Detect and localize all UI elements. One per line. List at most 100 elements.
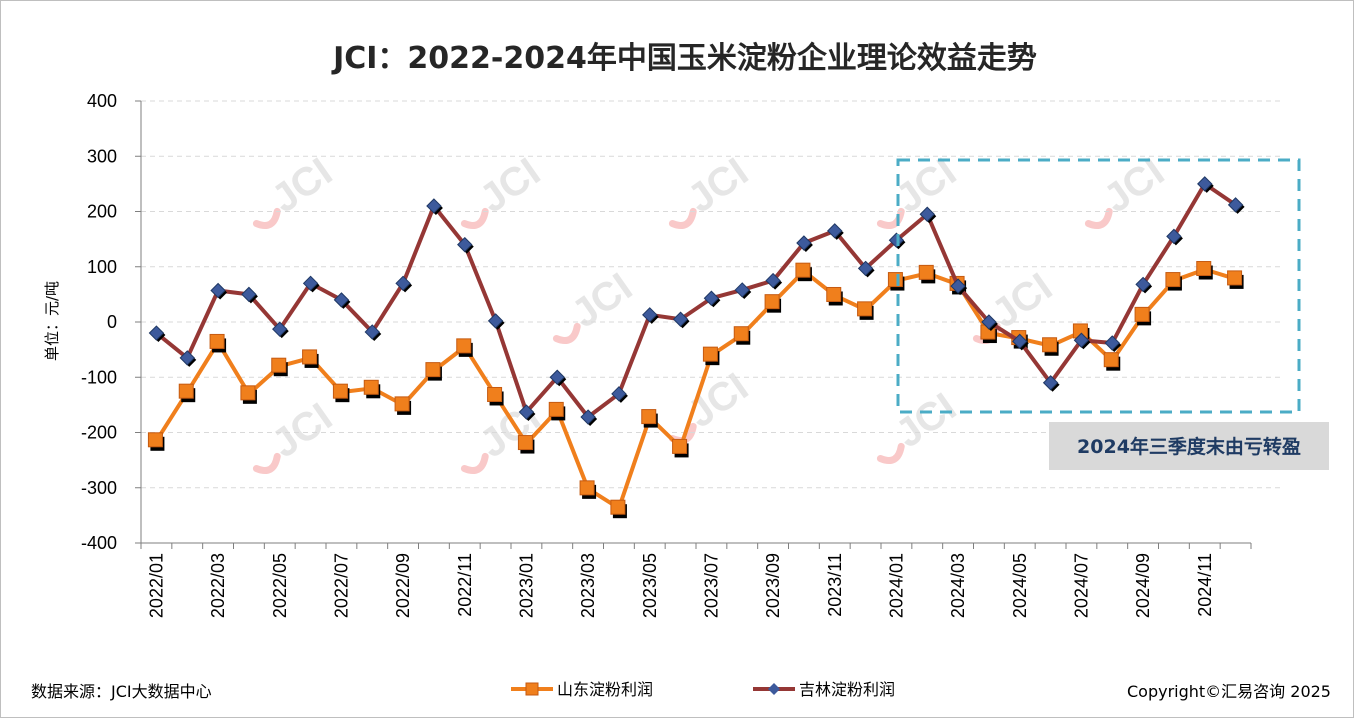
data-point-shandong xyxy=(1165,272,1181,288)
data-point-shandong xyxy=(887,272,903,288)
watermark-10: JCI xyxy=(876,385,964,465)
x-tick-label: 2024/09 xyxy=(1133,553,1153,618)
data-point-jilin xyxy=(672,311,689,327)
data-point-jilin xyxy=(580,409,596,425)
data-point-jilin xyxy=(950,278,966,294)
x-tick-label: 2023/05 xyxy=(640,553,660,618)
data-point-shandong xyxy=(733,326,749,342)
legend-marker-1 xyxy=(768,683,780,695)
y-tick-label: -300 xyxy=(81,478,117,498)
data-point-jilin xyxy=(857,260,874,277)
x-tick-label: 2024/07 xyxy=(1071,553,1091,618)
data-point-shandong xyxy=(826,286,842,302)
x-tick-label: 2023/07 xyxy=(701,553,721,618)
data-point-jilin xyxy=(148,325,165,341)
data-point-jilin xyxy=(642,307,658,323)
x-tick-label: 2023/09 xyxy=(763,553,783,618)
data-point-jilin xyxy=(272,321,288,337)
data-point-shandong xyxy=(363,379,379,395)
data-point-jilin xyxy=(518,404,535,420)
legend-marker-0 xyxy=(525,682,539,696)
x-tick-label: 2022/01 xyxy=(146,553,166,618)
watermark-2: JCI xyxy=(668,150,756,230)
data-point-jilin xyxy=(765,272,781,289)
watermark-4: JCI xyxy=(1084,150,1172,230)
data-point-shandong xyxy=(857,301,873,317)
watermark-swoosh xyxy=(552,322,581,345)
watermark-swoosh xyxy=(668,207,697,230)
annotation-box xyxy=(1049,422,1329,470)
y-axis-ticks: 400 300 200 100 0 -100 -200 -300 -400 xyxy=(81,91,141,553)
data-point-jilin xyxy=(1135,276,1151,293)
x-tick-label: 2022/07 xyxy=(331,553,351,618)
data-point-shandong xyxy=(764,294,780,310)
watermark-7: JCI xyxy=(252,395,340,475)
x-tick-label: 2024/11 xyxy=(1195,553,1215,617)
data-point-shandong xyxy=(1103,352,1119,368)
x-tick-label: 2022/09 xyxy=(393,553,413,618)
data-point-jilin xyxy=(888,232,905,248)
data-point-shandong xyxy=(918,264,934,280)
data-point-shandong xyxy=(302,349,318,365)
y-tick-label: 100 xyxy=(87,257,117,277)
watermark-1: JCI xyxy=(460,150,548,230)
x-tick-label: 2022/05 xyxy=(270,553,290,618)
data-point-jilin xyxy=(426,198,442,214)
data-point-shandong xyxy=(271,357,287,373)
data-point-shandong xyxy=(517,435,533,451)
source-text: 数据来源：JCI大数据中心 xyxy=(31,682,212,701)
x-axis-ticks: 2022/01 2022/03 2022/05 2022/07 2022/09 2022/… xyxy=(140,543,1252,618)
data-point-jilin xyxy=(364,324,380,340)
x-tick-label: 2024/03 xyxy=(948,553,968,618)
y-tick-label: -400 xyxy=(81,533,117,553)
y-tick-label: 300 xyxy=(87,146,117,166)
data-point-shandong xyxy=(610,499,626,515)
watermark-swoosh xyxy=(876,442,905,465)
data-point-shandong xyxy=(795,262,811,278)
watermark-0: JCI xyxy=(252,150,340,230)
data-point-shandong xyxy=(394,396,410,412)
x-tick-label: 2022/03 xyxy=(208,553,228,618)
data-point-shandong xyxy=(579,480,595,496)
x-tick-label: 2023/03 xyxy=(578,553,598,618)
data-point-shandong xyxy=(456,338,472,354)
data-point-shandong xyxy=(1196,261,1212,277)
copyright-text: Copyright©汇易咨询 2025 xyxy=(1127,682,1331,701)
data-point-jilin xyxy=(241,286,257,303)
watermark-swoosh xyxy=(252,207,281,230)
data-point-jilin xyxy=(1166,228,1182,245)
data-point-shandong xyxy=(1227,270,1243,286)
data-point-jilin xyxy=(734,282,750,298)
data-point-jilin xyxy=(981,314,997,330)
highlight-box xyxy=(896,158,1301,414)
series-line-1 xyxy=(155,181,1237,420)
y-tick-label: 200 xyxy=(87,202,117,222)
data-point-shandong xyxy=(209,333,225,349)
data-point-shandong xyxy=(240,385,256,401)
data-point-jilin xyxy=(1042,375,1059,391)
x-tick-label: 2024/01 xyxy=(886,553,906,618)
x-tick-label: 2024/05 xyxy=(1010,553,1030,618)
data-point-jilin xyxy=(1073,332,1090,348)
annotation-text: 2024年三季度末由亏转盈 xyxy=(1077,435,1301,458)
data-point-shandong xyxy=(672,438,688,454)
data-point-jilin xyxy=(827,223,843,239)
data-point-jilin xyxy=(302,275,319,292)
data-point-jilin xyxy=(1104,335,1120,351)
data-point-jilin xyxy=(1227,197,1244,213)
watermark-swoosh xyxy=(460,207,489,230)
watermark-swoosh xyxy=(460,452,489,475)
data-point-shandong xyxy=(332,383,348,399)
x-tick-label: 2023/01 xyxy=(516,553,536,618)
data-point-shandong xyxy=(548,401,564,417)
watermark-swoosh xyxy=(876,207,905,230)
data-point-shandong xyxy=(1134,306,1150,322)
data-point-shandong xyxy=(178,383,194,399)
x-tick-label: 2023/11 xyxy=(825,553,845,617)
data-point-shandong xyxy=(702,346,718,362)
y-tick-label: -200 xyxy=(81,423,117,443)
data-point-jilin xyxy=(703,290,720,306)
data-point-shandong xyxy=(1042,337,1058,353)
